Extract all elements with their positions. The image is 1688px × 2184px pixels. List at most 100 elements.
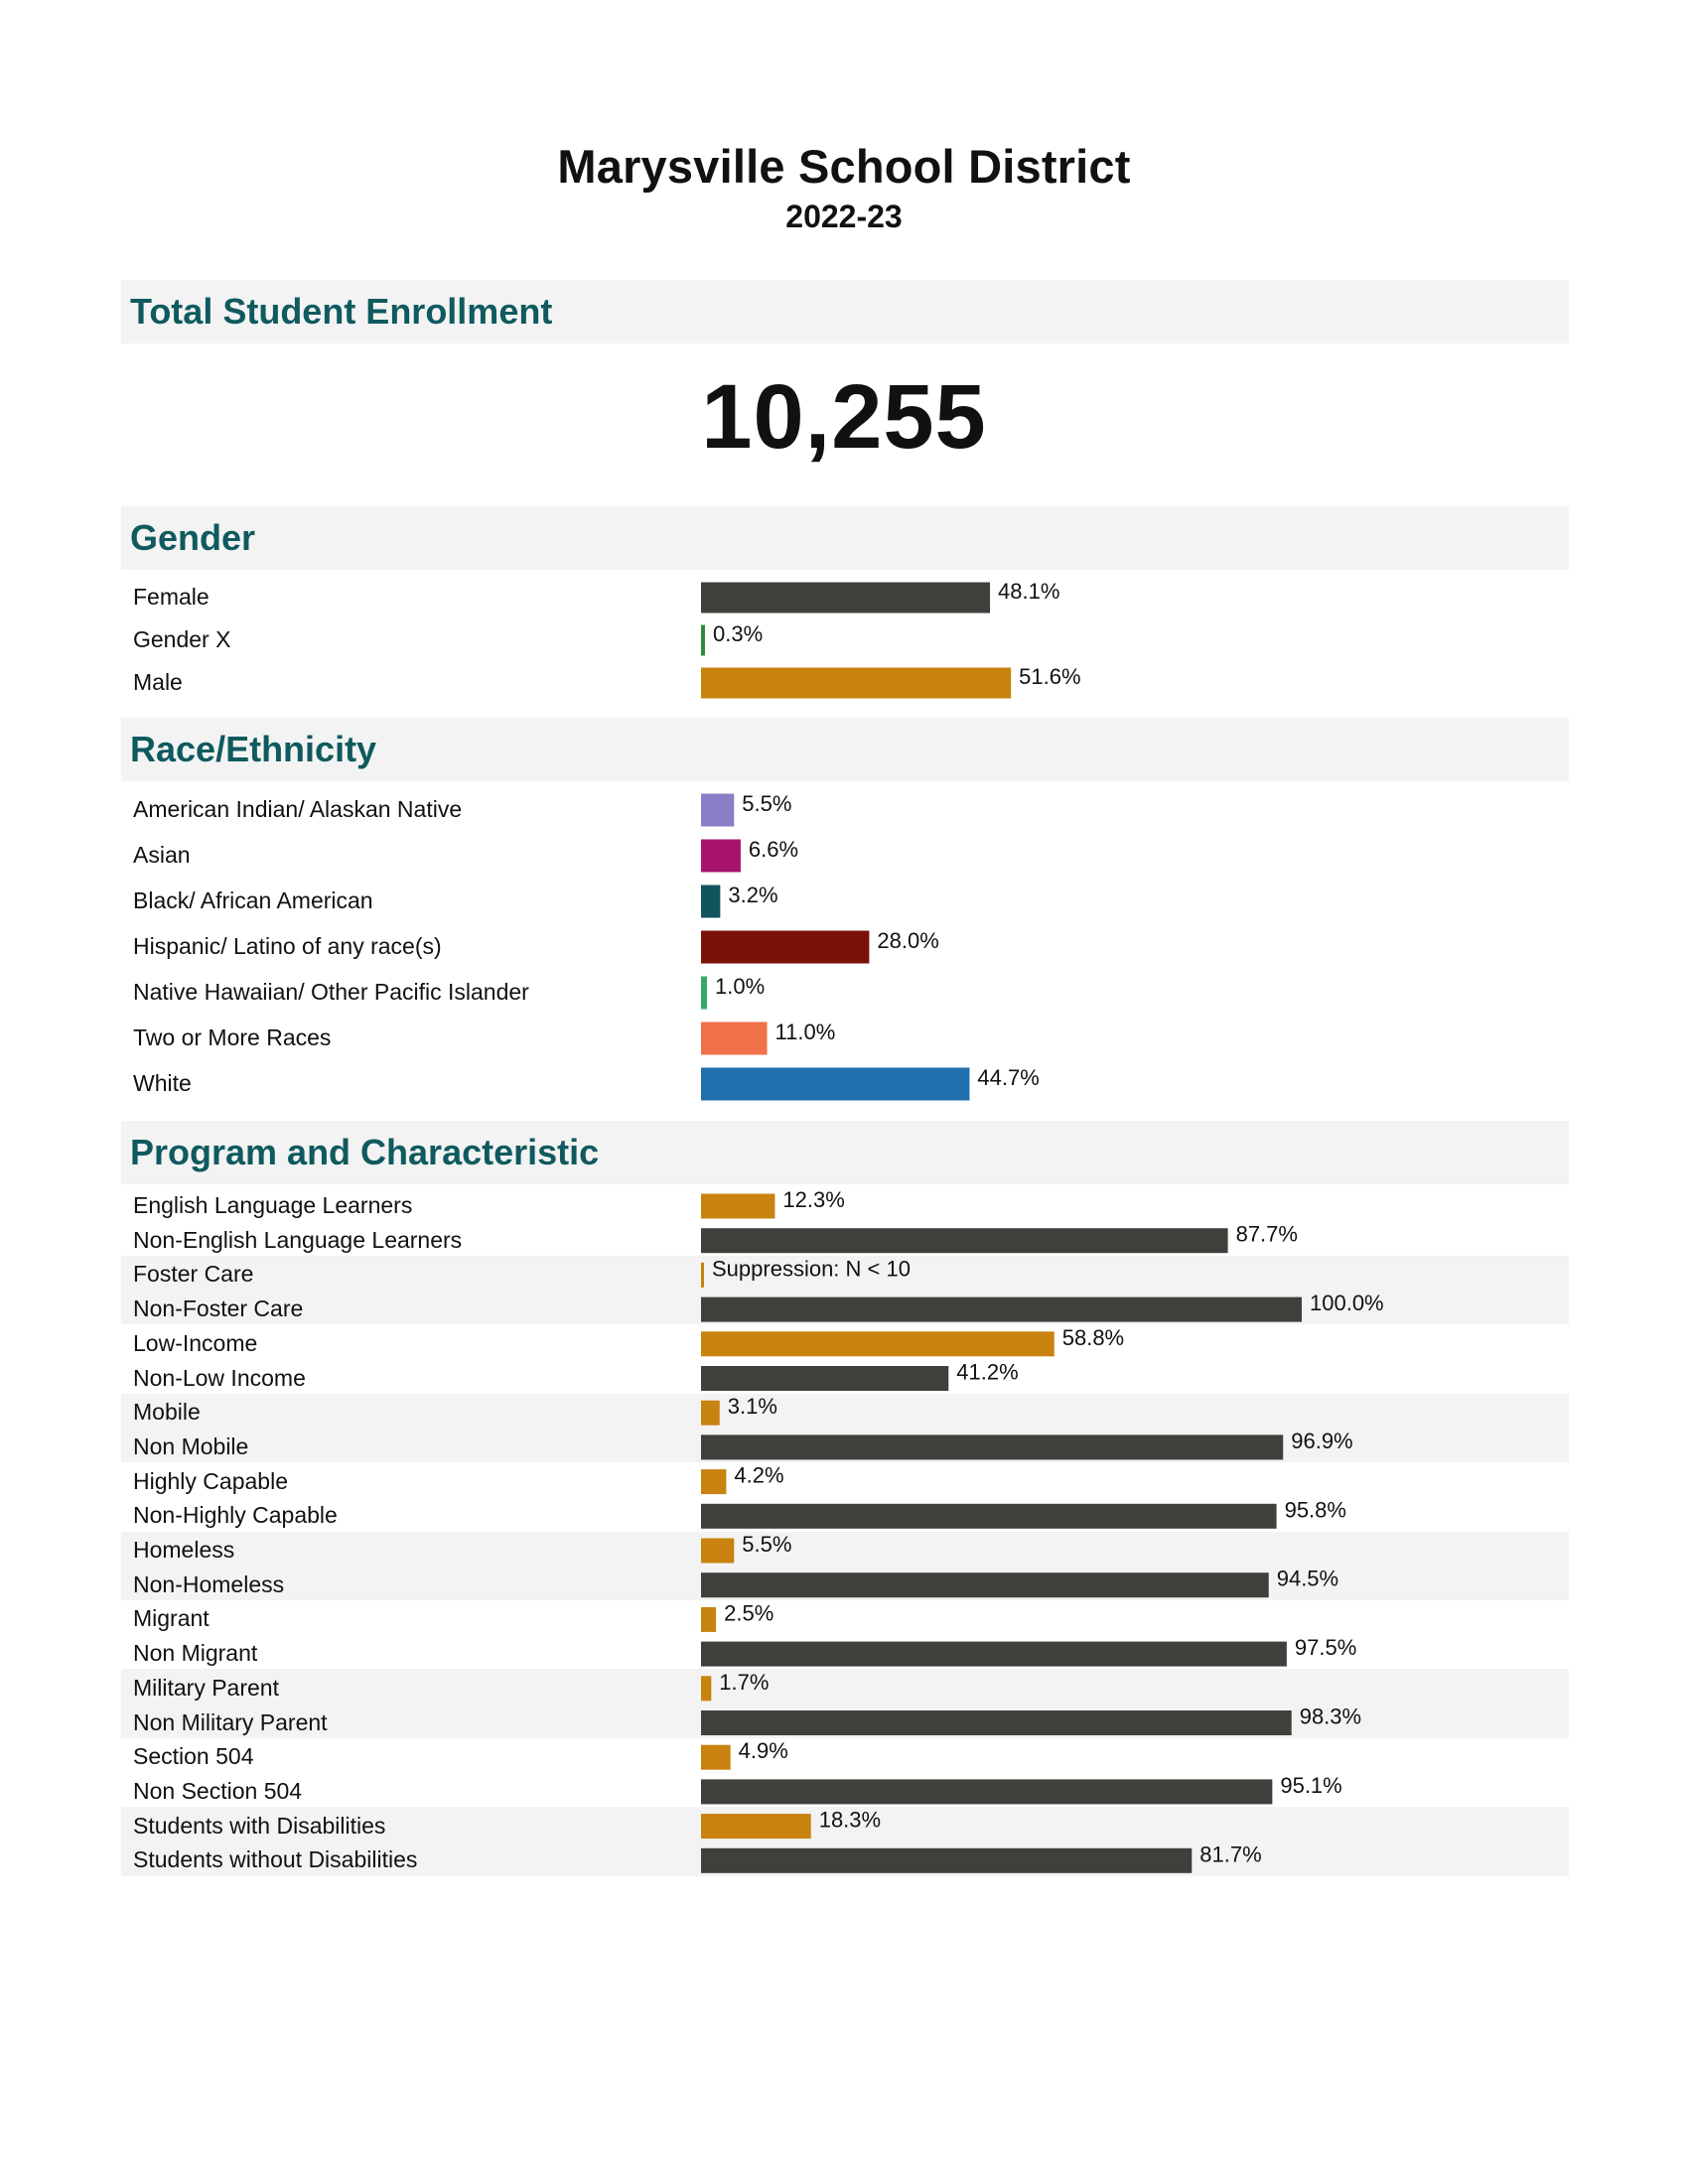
race-heading: Race/Ethnicity bbox=[130, 729, 377, 769]
category-label: Students with Disabilities bbox=[133, 1812, 386, 1839]
data-label: 48.1% bbox=[998, 579, 1059, 604]
category-label: Black/ African American bbox=[133, 887, 373, 913]
category-label: White bbox=[133, 1070, 192, 1096]
category-label: Non-Low Income bbox=[133, 1364, 306, 1391]
bar bbox=[701, 1606, 717, 1632]
data-label: Suppression: N < 10 bbox=[712, 1256, 911, 1281]
category-label: Male bbox=[133, 669, 183, 695]
bar bbox=[701, 1228, 1228, 1254]
program-heading: Program and Characteristic bbox=[130, 1132, 600, 1172]
bar bbox=[701, 1814, 811, 1840]
category-label: Highly Capable bbox=[133, 1467, 288, 1494]
bar bbox=[701, 839, 741, 873]
category-label: Non Mobile bbox=[133, 1433, 249, 1459]
bar bbox=[701, 1503, 1277, 1529]
bar bbox=[701, 582, 991, 614]
enrollment-heading: Total Student Enrollment bbox=[130, 291, 553, 332]
category-label: Non Migrant bbox=[133, 1640, 258, 1667]
category-label: Military Parent bbox=[133, 1674, 279, 1701]
bar bbox=[701, 1469, 727, 1495]
data-label: 12.3% bbox=[782, 1187, 844, 1212]
data-label: 18.3% bbox=[819, 1808, 881, 1833]
data-label: 1.0% bbox=[715, 974, 765, 999]
data-label: 96.9% bbox=[1291, 1429, 1352, 1453]
bar bbox=[701, 667, 1012, 699]
category-label: Homeless bbox=[133, 1537, 235, 1563]
bar bbox=[701, 1400, 720, 1426]
category-label: Two or More Races bbox=[133, 1024, 332, 1050]
bar bbox=[701, 624, 705, 656]
category-label: Non-Homeless bbox=[133, 1570, 285, 1597]
data-label: 3.1% bbox=[728, 1394, 777, 1419]
data-label: 6.6% bbox=[749, 837, 798, 862]
data-label: 81.7% bbox=[1199, 1842, 1261, 1866]
bar bbox=[701, 1710, 1292, 1735]
category-label: Non-Highly Capable bbox=[133, 1502, 338, 1529]
bar bbox=[701, 1193, 775, 1219]
data-label: 95.8% bbox=[1285, 1497, 1346, 1522]
category-label: American Indian/ Alaskan Native bbox=[133, 796, 463, 822]
data-label: 5.5% bbox=[742, 791, 791, 816]
bar bbox=[701, 1366, 949, 1391]
category-label: Section 504 bbox=[133, 1743, 254, 1770]
data-label: 58.8% bbox=[1062, 1325, 1124, 1350]
data-label: 1.7% bbox=[719, 1670, 769, 1695]
bar bbox=[701, 1262, 704, 1288]
bar bbox=[701, 1538, 735, 1564]
page-title: Marysville School District bbox=[557, 140, 1131, 193]
data-label: 4.2% bbox=[734, 1463, 783, 1488]
data-label: 97.5% bbox=[1295, 1635, 1356, 1660]
data-label: 95.1% bbox=[1280, 1773, 1341, 1798]
bar bbox=[701, 976, 708, 1010]
data-label: 5.5% bbox=[742, 1532, 791, 1557]
category-label: Hispanic/ Latino of any race(s) bbox=[133, 933, 442, 959]
bar bbox=[701, 1676, 712, 1702]
data-label: 51.6% bbox=[1019, 664, 1080, 689]
bar bbox=[701, 1067, 970, 1101]
bar bbox=[701, 1641, 1287, 1667]
data-label: 3.2% bbox=[728, 883, 777, 907]
category-label: Foster Care bbox=[133, 1261, 254, 1288]
category-label: Low-Income bbox=[133, 1329, 258, 1356]
bar bbox=[701, 1331, 1055, 1357]
category-label: Female bbox=[133, 584, 210, 610]
total-enrollment-value: 10,255 bbox=[701, 366, 987, 468]
category-label: Non Section 504 bbox=[133, 1777, 303, 1804]
data-label: 98.3% bbox=[1300, 1705, 1361, 1729]
page-subtitle: 2022-23 bbox=[785, 199, 903, 234]
bar bbox=[701, 1744, 731, 1770]
data-label: 4.9% bbox=[739, 1738, 788, 1763]
program-band bbox=[121, 1121, 1569, 1184]
bar bbox=[701, 885, 721, 918]
gender-band bbox=[121, 506, 1569, 570]
data-label: 41.2% bbox=[956, 1360, 1018, 1385]
category-label: English Language Learners bbox=[133, 1192, 413, 1218]
gender-heading: Gender bbox=[130, 517, 256, 558]
bar bbox=[701, 1434, 1284, 1460]
category-label: Non-Foster Care bbox=[133, 1296, 304, 1322]
race-band bbox=[121, 718, 1569, 781]
bar bbox=[701, 793, 735, 827]
bar bbox=[701, 1297, 1302, 1322]
category-label: Gender X bbox=[133, 626, 231, 652]
category-label: Non Military Parent bbox=[133, 1708, 328, 1735]
category-label: Migrant bbox=[133, 1605, 210, 1632]
data-label: 0.3% bbox=[713, 621, 763, 646]
bar bbox=[701, 1572, 1269, 1598]
data-label: 11.0% bbox=[775, 1020, 836, 1044]
data-label: 94.5% bbox=[1277, 1567, 1338, 1591]
bar bbox=[701, 1847, 1193, 1873]
category-label: Non-English Language Learners bbox=[133, 1226, 463, 1253]
bar bbox=[701, 1779, 1273, 1805]
category-label: Students without Disabilities bbox=[133, 1846, 418, 1873]
data-label: 87.7% bbox=[1236, 1222, 1298, 1247]
category-label: Mobile bbox=[133, 1399, 201, 1426]
data-label: 44.7% bbox=[977, 1065, 1039, 1090]
bar bbox=[701, 1022, 768, 1055]
category-label: Native Hawaiian/ Other Pacific Islander bbox=[133, 979, 529, 1005]
data-label: 28.0% bbox=[877, 928, 938, 953]
category-label: Asian bbox=[133, 842, 191, 868]
data-label: 100.0% bbox=[1310, 1291, 1384, 1315]
data-label: 2.5% bbox=[724, 1600, 774, 1625]
